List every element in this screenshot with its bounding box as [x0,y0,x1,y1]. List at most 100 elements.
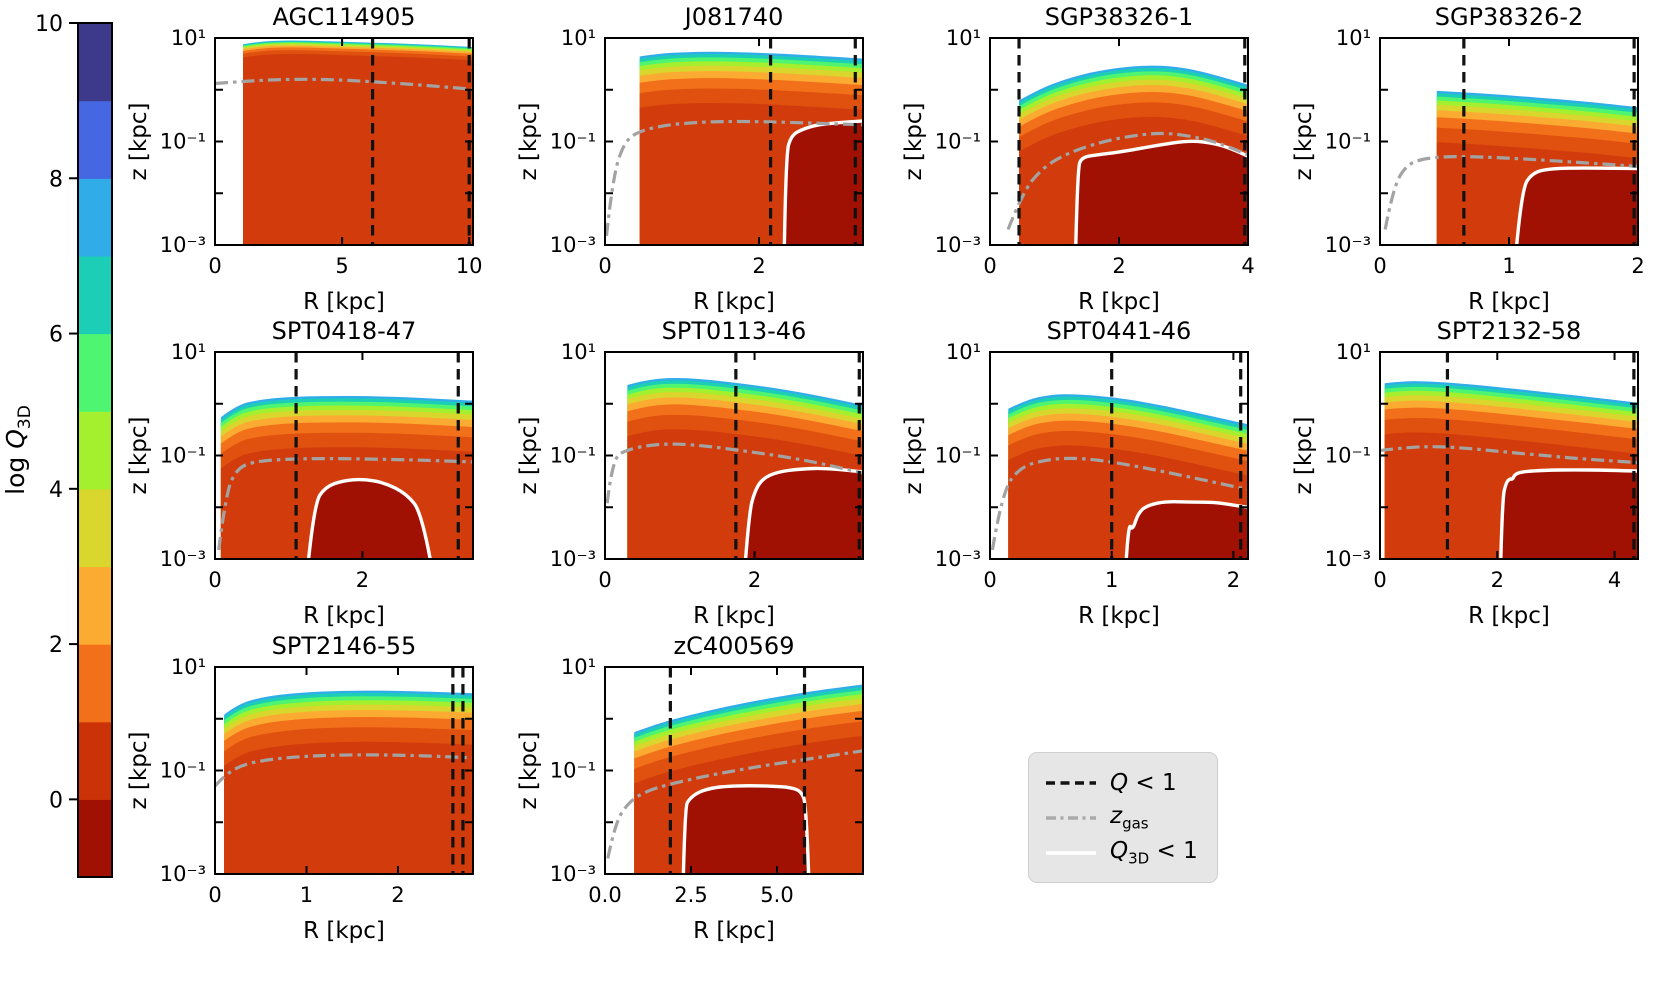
panel-svg-SPT2146-55: 0 1 2 10¹ 10⁻¹ 10⁻³ SPT2146-55 R [kpc] z [kpc] [126,632,474,944]
y-tick-label: 10⁻¹ [550,444,596,468]
panel-svg-SGP38326-2: 0 1 2 10¹ 10⁻¹ 10⁻³ SGP38326-2 R [kpc] z [kpc] [1291,3,1645,315]
panel-title: zC400569 [674,632,795,660]
x-tick-label: 0.0 [588,883,621,907]
y-tick-label: 10⁻¹ [160,130,206,154]
x-tick-label: 5 [335,254,348,278]
y-tick-label: 10⁻³ [550,547,596,571]
plot-area [215,38,473,245]
x-axis-label: R [kpc] [303,603,385,629]
gas-line [215,753,473,788]
colorbar-svg: 0 2 4 6 8 10 log Q3D [1,12,113,878]
legend-entry-q-lt-1: Q < 1 [1045,765,1203,800]
y-tick-label: 10¹ [171,26,206,50]
y-tick-label: 10¹ [561,26,596,50]
white-contour-line [1499,468,1638,559]
deep-region [1126,501,1248,559]
panel-SGP38326-2: 0 1 2 10¹ 10⁻¹ 10⁻³ SGP38326-2 R [kpc] z [kpc] [1285,0,1653,322]
panel-SPT2146-55: 0 1 2 10¹ 10⁻¹ 10⁻³ SPT2146-55 R [kpc] z [kpc] [120,629,488,951]
x-tick-label: 2 [1491,568,1504,592]
legend-line-sample [1046,850,1096,855]
plot-area [1380,352,1638,559]
plot-area [605,38,863,245]
legend-label: zgas [1110,802,1149,833]
x-axis-label: R [kpc] [1468,289,1550,315]
panel-title: SPT2132-58 [1437,317,1582,345]
plot-area [606,667,863,874]
plot-area [215,667,473,874]
panel-SPT2132-58: 0 2 4 10¹ 10⁻¹ 10⁻³ SPT2132-58 R [kpc] z [kpc] [1285,314,1653,636]
y-tick-label: 10⁻¹ [1325,444,1371,468]
panel-title: SGP38326-2 [1435,3,1584,31]
panel-title: SGP38326-1 [1045,3,1194,31]
gas-line [990,456,1248,551]
axes-frame: 0 2 4 10¹ 10⁻¹ 10⁻³ [935,26,1255,278]
panel-J081740: 0 2 10¹ 10⁻¹ 10⁻³ J081740 R [kpc] z [kpc] [510,0,878,322]
x-axis-label: R [kpc] [693,918,775,944]
x-tick-label: 1 [1502,254,1515,278]
plot-area [605,352,863,559]
white-contour-line [306,477,432,559]
y-tick-label: 10⁻³ [160,233,206,257]
y-tick-label: 10¹ [561,655,596,679]
colorbar-tick-label: 6 [49,323,63,348]
x-tick-label: 4 [1241,254,1254,278]
gas-line [605,442,863,504]
y-tick-label: 10⁻³ [1325,233,1371,257]
white-contour-line [1515,166,1638,245]
y-tick-label: 10⁻¹ [1325,130,1371,154]
white-contour-line [681,784,811,874]
x-tick-label: 0 [983,254,996,278]
panel-SPT0441-46: 0 1 2 10¹ 10⁻¹ 10⁻³ SPT0441-46 R [kpc] z [kpc] [895,314,1263,636]
y-tick-label: 10¹ [946,340,981,364]
contour-bands [243,40,473,245]
q1-dashed-lines [668,667,807,874]
colorbar-tick-label: 8 [49,167,63,192]
axes-frame: 0 5 10 10¹ 10⁻¹ 10⁻³ [160,26,483,278]
plot-area [217,352,473,559]
panel-svg-SPT0418-47: 0 2 10¹ 10⁻¹ 10⁻³ SPT0418-47 R [kpc] z [kpc] [126,317,474,629]
x-tick-label: 2 [1227,568,1240,592]
x-tick-label: 5.0 [760,883,793,907]
y-tick-label: 10⁻³ [1325,547,1371,571]
panel-svg-AGC114905: 0 5 10 10¹ 10⁻¹ 10⁻³ AGC114905 R [kpc] z [kpc] [126,3,483,315]
deep-region [308,479,431,559]
legend-label: Q3D < 1 [1110,837,1198,868]
panel-zC400569: 0.0 2.5 5.0 10¹ 10⁻¹ 10⁻³ zC400569 R [kpc] z [kp… [510,629,878,951]
x-axis-label: R [kpc] [303,918,385,944]
x-tick-label: 1 [300,883,313,907]
panel-svg-J081740: 0 2 10¹ 10⁻¹ 10⁻³ J081740 R [kpc] z [kpc] [516,3,864,315]
colorbar-tick-label: 10 [35,12,63,37]
y-tick-label: 10¹ [171,655,206,679]
deep-region [683,785,809,874]
panel-title: SPT2146-55 [272,632,417,660]
white-contour-line [1124,500,1248,559]
axes-frame: 0 2 10¹ 10⁻¹ 10⁻³ [550,26,864,278]
x-axis-label: R [kpc] [1078,289,1160,315]
plot-area [1383,38,1638,245]
y-axis-label: z [kpc] [126,103,152,181]
x-tick-label: 0 [983,568,996,592]
x-tick-label: 2.5 [674,883,707,907]
gas-line [215,77,473,91]
gas-line [605,119,863,237]
axes-frame: 0 1 2 10¹ 10⁻¹ 10⁻³ [935,340,1249,592]
y-axis-label: z [kpc] [1291,103,1317,181]
y-tick-label: 10⁻³ [935,547,981,571]
colorbar-tick-label: 0 [49,788,63,813]
white-contour-line [1074,139,1248,245]
contour-bands [224,690,473,874]
axes-frame: 0 2 10¹ 10⁻¹ 10⁻³ [160,340,474,592]
panel-svg-zC400569: 0.0 2.5 5.0 10¹ 10⁻¹ 10⁻³ zC400569 R [kpc] z [kp… [516,632,864,944]
y-tick-label: 10⁻³ [935,233,981,257]
y-tick-label: 10⁻¹ [160,444,206,468]
x-tick-label: 0 [1373,568,1386,592]
y-axis-label: z [kpc] [901,103,927,181]
x-tick-label: 2 [1112,254,1125,278]
gas-line [1383,155,1638,230]
axes-frame: 0 1 2 10¹ 10⁻¹ 10⁻³ [1325,26,1645,278]
panel-title: J081740 [683,3,784,31]
panel-svg-SPT2132-58: 0 2 4 10¹ 10⁻¹ 10⁻³ SPT2132-58 R [kpc] z [kpc] [1291,317,1639,629]
y-axis-label: z [kpc] [516,103,542,181]
panel-AGC114905: 0 5 10 10¹ 10⁻¹ 10⁻³ AGC114905 R [kpc] z [kpc] [120,0,488,322]
